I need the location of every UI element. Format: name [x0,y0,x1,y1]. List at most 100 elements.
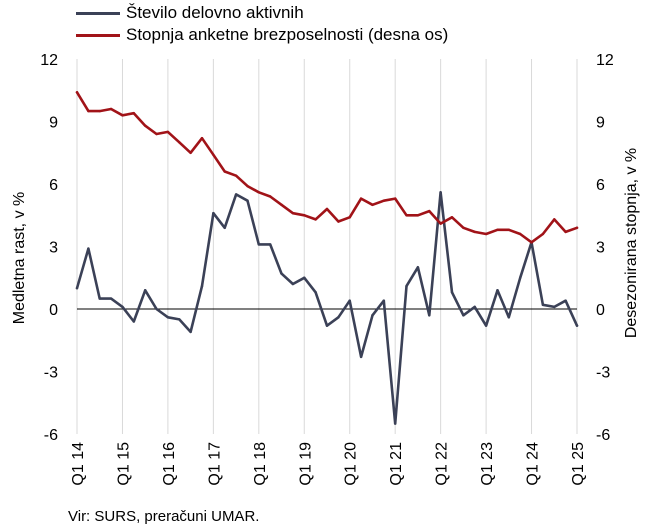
data-point [234,174,238,177]
data-point [132,111,136,115]
data-point [234,193,238,196]
x-tick-label: Q1 15 [115,442,132,486]
data-point [496,228,499,232]
data-point [337,220,340,223]
y-tick-label-left: 12 [40,52,58,69]
data-point [518,232,522,236]
data-point [393,197,397,200]
data-point [473,305,476,309]
x-tick-label: Q1 16 [161,442,178,486]
y-tick-label-right: 12 [596,52,614,69]
data-point [166,316,170,319]
data-point [439,222,442,225]
data-point [575,324,579,327]
data-point [257,243,261,246]
data-point [155,132,158,136]
legend-item-activity: Število delovno aktivnih [76,2,448,24]
data-point [246,184,249,188]
data-point [348,216,351,219]
data-point [121,114,124,117]
x-tick-label: Q1 19 [297,442,314,486]
y-tick-label-right: -3 [596,365,610,382]
series-line-unemployment [75,91,579,244]
data-point [405,214,408,217]
data-point [291,211,295,215]
data-point [518,276,522,279]
data-point [189,330,192,334]
y-tick-label-left: 0 [49,302,58,319]
data-point [291,282,295,286]
y-tick-label-left: 3 [49,240,58,257]
data-point [450,216,454,219]
legend: Število delovno aktivnih Stopnja anketne… [76,2,448,46]
legend-swatch-unemployment [76,33,120,37]
data-point [132,320,136,323]
data-point [348,299,351,302]
data-point [200,136,204,140]
data-point [200,284,204,288]
data-point [553,218,556,221]
data-point [87,109,90,113]
data-point [212,153,215,157]
data-point [257,191,261,194]
data-point [223,226,226,229]
x-tick-label: Q1 24 [525,442,542,486]
data-point [178,318,181,321]
y-tick-label-right: 9 [596,115,605,132]
y-tick-label-left: -3 [44,365,58,382]
series-lines [75,91,579,425]
x-tick-label: Q1 14 [70,442,87,486]
data-point [462,226,465,229]
data-point [212,211,215,215]
data-point [484,232,488,236]
data-point [268,243,272,246]
data-point [428,209,431,213]
data-point [359,197,363,200]
data-point [303,214,306,217]
data-point [416,214,420,217]
data-point [246,199,249,202]
y-tick-label-right: -6 [596,427,610,444]
data-point [121,305,124,309]
data-point [87,247,90,250]
data-point [507,316,511,319]
y-axis-label-left: Medletna rast, v % [11,191,28,325]
x-tick-label: Q1 17 [206,442,223,486]
data-point [155,307,158,311]
data-point [75,286,79,290]
data-point [143,124,147,127]
data-point [325,324,329,327]
x-tick-label: Q1 20 [343,442,360,486]
data-point [223,170,226,173]
x-tick-label: Q1 21 [388,442,405,486]
data-point [325,207,329,211]
data-point [166,130,170,134]
data-point [564,299,567,302]
data-point [98,297,101,300]
data-point [98,109,101,113]
x-tick-label: Q1 22 [434,442,451,486]
axes [76,59,577,434]
y-tick-label-left: 6 [49,177,58,194]
data-point [143,289,147,292]
data-point [541,303,545,307]
data-point [553,305,556,309]
data-point [530,241,533,244]
data-point [371,314,374,317]
grid-lines [76,59,578,434]
data-point [371,203,374,207]
tick-labels: -6 -6 -3 -3 0 0 3 3 6 6 9 9 12 12 Q1 14 Q1 15 Q1 16 Q1 17… [40,52,614,486]
y-tick-label-right: 6 [596,177,605,194]
legend-swatch-activity [76,11,120,15]
data-point [280,272,283,275]
data-point [473,230,476,234]
data-point [541,232,545,236]
data-point [189,151,192,154]
data-point [450,291,454,294]
data-point [314,291,317,294]
data-point [359,355,363,359]
data-point [428,314,431,317]
data-point [462,314,465,317]
data-point [393,422,397,425]
